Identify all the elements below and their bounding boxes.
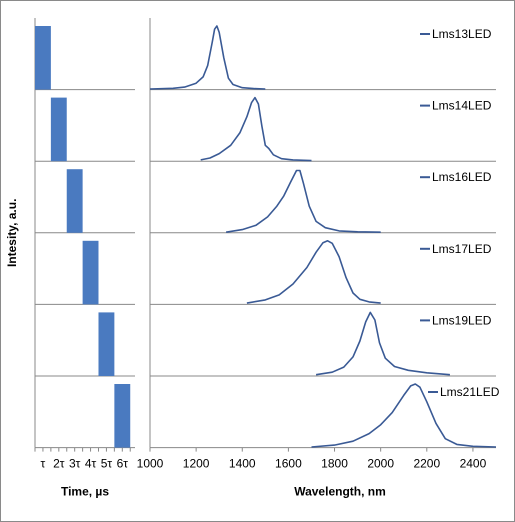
time-tick-label: 4τ (85, 457, 97, 471)
legend-label: Lms19LED (432, 313, 492, 327)
time-tick-label: 2τ (53, 457, 65, 471)
wavelength-tick-label: 1000 (137, 457, 164, 471)
spectrum-line (149, 25, 266, 90)
wavelength-axis-title: Wavelength, nm (294, 485, 386, 499)
legend-label: Lms17LED (432, 242, 492, 256)
time-tick-label: 5τ (101, 457, 113, 471)
wavelength-tick-label: 2400 (460, 457, 487, 471)
spectrum-line (200, 96, 312, 162)
legend-label: Lms21LED (440, 385, 500, 399)
time-tick-label: 3τ (69, 457, 81, 471)
time-tick-label: 6τ (117, 457, 129, 471)
wavelength-tick-label: 1200 (183, 457, 210, 471)
pulse-bar (82, 240, 99, 305)
pulse-bar (50, 97, 67, 162)
pulse-bar (114, 384, 131, 448)
wavelength-tick-label: 2000 (367, 457, 394, 471)
legend-label: Lms14LED (432, 99, 492, 113)
wavelength-tick-label: 1400 (229, 457, 256, 471)
spectrum-line (246, 240, 381, 304)
spectrum-line (315, 311, 450, 376)
pulse-bar (66, 169, 83, 233)
spectrum-line (225, 169, 381, 233)
time-axis-title: Time, µs (61, 485, 109, 499)
wavelength-tick-label: 2200 (413, 457, 440, 471)
intensity-axis-title: Intesity, a.u. (5, 199, 19, 267)
legend-label: Lms16LED (432, 170, 492, 184)
pulse-bar (98, 312, 115, 376)
pulse-bar (35, 26, 51, 90)
wavelength-tick-label: 1800 (321, 457, 348, 471)
spectrum-line (311, 383, 497, 448)
time-tick-label: τ (41, 457, 46, 471)
wavelength-tick-label: 1600 (275, 457, 302, 471)
legend-label: Lms13LED (432, 27, 492, 41)
